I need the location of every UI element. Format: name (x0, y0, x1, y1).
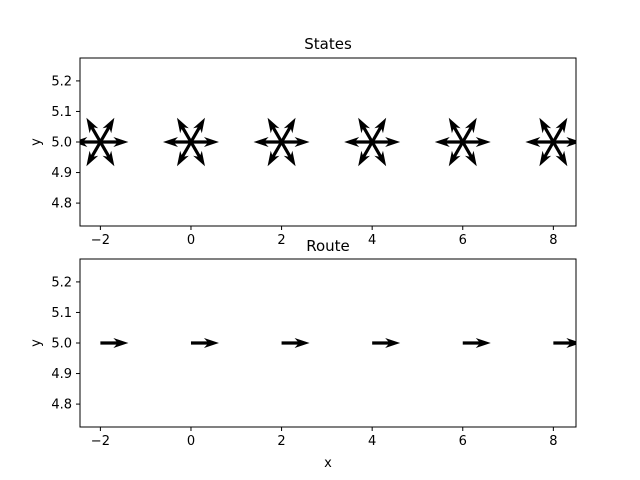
route-plot-frame (79, 258, 577, 428)
states-arrow (539, 117, 555, 143)
route-y-tick-label: 4.8 (51, 398, 72, 413)
route-x-tick-label: −2 (91, 434, 110, 449)
states-arrows (80, 117, 576, 167)
states-arrow (551, 117, 568, 143)
states-arrow (189, 117, 205, 143)
route-y-axis-label: y (29, 339, 44, 347)
states-arrow (86, 141, 102, 167)
states-arrow (448, 141, 465, 167)
states-arrow (372, 137, 401, 147)
states-arrow (551, 141, 568, 167)
states-arrow (370, 117, 387, 143)
route-arrow (190, 338, 219, 348)
route-x-tick-label: 4 (368, 434, 376, 449)
states-axes: −2 0 2 4 6 8 4.8 4.9 5.0 5.1 5.2 States y (29, 35, 577, 248)
states-x-tick-label: 6 (459, 233, 467, 248)
route-x-tick-label: 2 (277, 434, 285, 449)
states-x-tick-label: 2 (277, 233, 285, 248)
states-arrow (190, 137, 219, 147)
states-x-ticks: −2 0 2 4 6 8 (91, 226, 557, 248)
states-arrow (358, 117, 374, 143)
route-arrow (281, 338, 310, 348)
route-x-ticks: −2 0 2 4 6 8 (91, 427, 557, 449)
route-y-tick-label: 5.2 (51, 275, 72, 290)
states-y-axis-label: y (29, 138, 44, 146)
states-arrow (358, 141, 374, 167)
states-arrow (189, 141, 205, 167)
route-x-tick-label: 0 (187, 434, 195, 449)
states-y-tick-label: 4.9 (51, 166, 72, 181)
states-arrow (267, 117, 283, 143)
states-x-tick-label: 0 (187, 233, 195, 248)
states-arrow (176, 141, 193, 167)
route-x-tick-label: 6 (459, 434, 467, 449)
states-x-tick-label: 8 (549, 233, 557, 248)
states-arrow (539, 141, 555, 167)
states-arrow (267, 141, 283, 167)
route-y-tick-label: 4.9 (51, 367, 72, 382)
states-arrow (86, 117, 102, 143)
route-arrow (553, 338, 576, 348)
states-arrow (344, 137, 373, 147)
states-y-ticks: 4.8 4.9 5.0 5.1 5.2 (51, 74, 80, 212)
states-arrow (280, 141, 296, 167)
route-arrow (372, 338, 401, 348)
states-arrow (80, 137, 101, 147)
route-y-tick-label: 5.1 (51, 306, 72, 321)
states-arrow (176, 117, 193, 143)
states-arrow (281, 137, 310, 147)
states-x-tick-label: 4 (368, 233, 376, 248)
states-y-tick-label: 5.2 (51, 74, 72, 89)
states-y-tick-label: 4.8 (51, 197, 72, 212)
states-arrow (100, 137, 129, 147)
states-arrow (253, 137, 282, 147)
route-x-tick-label: 8 (549, 434, 557, 449)
states-arrow (461, 141, 477, 167)
route-y-ticks: 4.8 4.9 5.0 5.1 5.2 (51, 275, 80, 413)
states-arrow (434, 137, 463, 147)
route-y-tick-label: 5.0 (51, 337, 72, 352)
states-arrow (448, 117, 465, 143)
states-x-tick-label: −2 (91, 233, 110, 248)
states-arrow (98, 141, 115, 167)
states-plot-frame (79, 57, 577, 227)
states-arrow (462, 137, 491, 147)
states-arrow (370, 141, 387, 167)
states-title: States (304, 35, 352, 53)
states-y-tick-label: 5.1 (51, 105, 72, 120)
states-arrow (98, 117, 115, 143)
route-x-axis-label: x (324, 456, 332, 471)
route-arrow (462, 338, 491, 348)
route-arrow (100, 338, 129, 348)
states-arrow (553, 137, 576, 147)
states-arrow (525, 137, 554, 147)
states-arrow (280, 117, 296, 143)
route-title: Route (306, 237, 350, 255)
route-axes: −2 0 2 4 6 8 4.8 4.9 5.0 5.1 5.2 Route x y (29, 237, 577, 471)
states-y-tick-label: 5.0 (51, 136, 72, 151)
states-arrow (162, 137, 191, 147)
route-arrows (100, 338, 576, 348)
states-arrow (461, 117, 477, 143)
